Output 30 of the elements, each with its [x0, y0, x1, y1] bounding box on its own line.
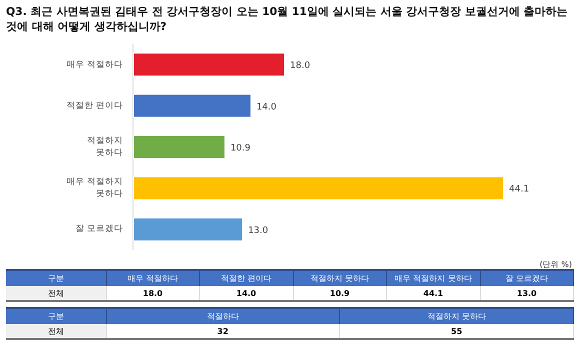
data-label: 10.9 — [230, 144, 251, 154]
text: 구분 — [6, 308, 106, 324]
category-label: 적절하지 못하다 — [310, 274, 370, 283]
text: 전체 — [6, 286, 106, 301]
chart-title: Q3. 최근 사면복권된 김태우 전 강서구청장이 오는 10월 11일에 실시되는 서울 강서구청장 보궐선거에 출마하는 것에 대해 어떻게 생각하십니까? — [6, 4, 569, 34]
text: 18.0 — [142, 288, 163, 298]
text: 32 — [106, 324, 340, 339]
data-label: 14.0 — [256, 102, 277, 112]
data-label: 13.0 — [248, 226, 268, 236]
category-label: 매우 적절하지 못하다 — [394, 274, 472, 283]
category-label: 매우 적절하다 — [127, 274, 178, 283]
text: 구분 — [6, 270, 106, 286]
text: 적절하다 — [106, 308, 340, 324]
text: 13.0 — [516, 288, 537, 298]
y-tick-label: 적절하지 못하다 — [86, 135, 123, 159]
y-tick-label: 적절한 편이다 — [65, 100, 123, 112]
text: 55 — [340, 324, 574, 339]
y-tick-label: 매우 적절하지 못하다 — [65, 176, 123, 200]
y-tick-label: 매우 적절하다 — [65, 58, 123, 71]
data-label: 18.0 — [290, 61, 310, 72]
text: 44.1 — [423, 288, 444, 298]
text: 적절하지 못하다 — [340, 308, 574, 324]
y-tick-label: 잘 모르겠다 — [74, 223, 123, 236]
text: 전체 — [6, 324, 106, 339]
text: (단위 %) — [540, 259, 572, 270]
data-label: 44.1 — [509, 184, 530, 195]
text: 14.0 — [236, 288, 256, 298]
category-label: 잘 모르겠다 — [505, 274, 548, 283]
text: 10.9 — [330, 288, 350, 298]
category-label: 적절한 편이다 — [220, 274, 272, 283]
